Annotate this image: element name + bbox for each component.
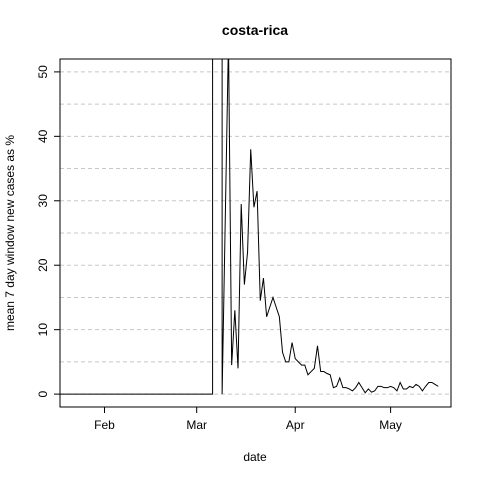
x-axis: Feb Mar Apr May bbox=[94, 407, 402, 432]
y-tick-label: 40 bbox=[36, 129, 50, 143]
y-tick-label: 30 bbox=[36, 194, 50, 208]
x-axis-label: date bbox=[243, 450, 267, 464]
x-tick-label: Mar bbox=[186, 418, 207, 432]
y-tick-label: 20 bbox=[36, 258, 50, 272]
y-axis: 0 10 20 30 40 50 bbox=[36, 65, 60, 397]
chart-title: costa-rica bbox=[222, 22, 288, 38]
grid-lines bbox=[60, 71, 451, 395]
series-line bbox=[60, 59, 439, 395]
x-tick-label: May bbox=[379, 418, 402, 432]
plot-frame bbox=[59, 58, 452, 408]
y-tick-label: 10 bbox=[36, 323, 50, 337]
x-tick-label: Apr bbox=[286, 418, 305, 432]
y-tick-label: 0 bbox=[36, 390, 50, 397]
x-tick-label: Feb bbox=[94, 418, 115, 432]
y-tick-label: 50 bbox=[36, 65, 50, 79]
series-layer bbox=[60, 59, 439, 395]
y-axis-label: mean 7 day window new cases as % bbox=[3, 135, 17, 331]
